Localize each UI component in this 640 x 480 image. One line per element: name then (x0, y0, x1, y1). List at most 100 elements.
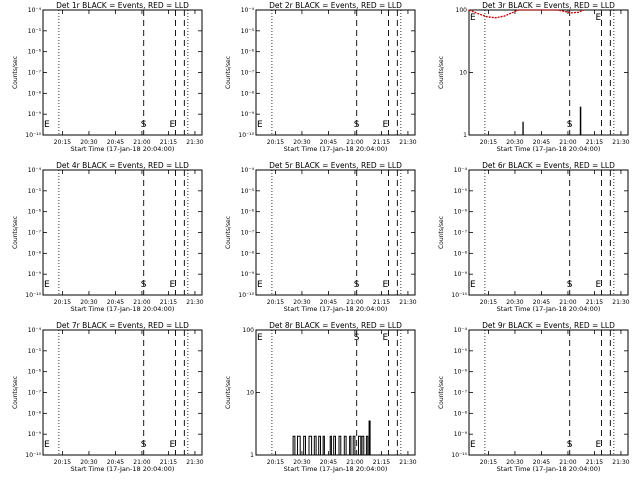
x-tick-label: 21:00 (346, 299, 363, 306)
x-tick-label: 21:00 (133, 459, 150, 466)
y-tick-label: 1 (463, 132, 467, 139)
x-tick-label: 20:15 (480, 459, 497, 466)
y-tick-label: 10⁻¹⁰ (451, 292, 467, 299)
plot-frame (42, 329, 203, 456)
plot-frame (255, 9, 416, 136)
series-line-events (522, 106, 582, 136)
marker-s: S (354, 333, 360, 343)
marker-s: S (567, 280, 573, 290)
marker-e-end: E (170, 440, 176, 450)
x-axis-label: Start Time (17-Jan-18 20:04:00) (497, 305, 601, 313)
x-tick-label: 21:15 (160, 299, 177, 306)
y-axis-label: Counts/sec (225, 56, 232, 89)
marker-s: S (354, 120, 360, 130)
panel-title: Det 5r BLACK = Events, RED = LLD (269, 161, 402, 170)
x-tick-label: 20:15 (267, 459, 284, 466)
plot-frame (42, 169, 203, 296)
y-tick-label: 10⁻⁵ (28, 348, 42, 355)
y-tick-label: 10⁻⁹ (241, 271, 255, 278)
y-tick-label: 10⁻⁷ (28, 390, 42, 397)
x-tick-label: 21:15 (160, 139, 177, 146)
x-tick-label: 20:30 (293, 299, 310, 306)
detector-panel-6: Det 6r BLACK = Events, RED = LLD 10⁻¹⁰ 10⁻… (438, 161, 630, 313)
y-tick-label: 10⁻⁹ (454, 271, 468, 278)
x-tick-label: 21:30 (612, 459, 629, 466)
y-axis-label: Counts/sec (12, 56, 19, 89)
x-tick-label: 20:15 (267, 139, 284, 146)
x-tick-label: 20:15 (54, 299, 71, 306)
y-axis-label: Counts/sec (438, 56, 445, 89)
x-tick-label: 20:15 (267, 299, 284, 306)
marker-e-end: E (170, 280, 176, 290)
y-tick-label: 10⁻⁵ (454, 188, 468, 195)
x-tick-label: 20:45 (320, 139, 337, 146)
x-tick-label: 20:30 (80, 139, 97, 146)
panel-title: Det 1r BLACK = Events, RED = LLD (56, 1, 189, 10)
x-tick-label: 20:45 (533, 459, 550, 466)
x-tick-label: 21:30 (186, 139, 203, 146)
y-tick-label: 10⁻⁹ (454, 431, 468, 438)
x-tick-label: 20:30 (80, 299, 97, 306)
y-tick-label: 10⁻⁵ (454, 348, 468, 355)
x-axis-label: Start Time (17-Jan-18 20:04:00) (284, 305, 388, 313)
x-axis-label: Start Time (17-Jan-18 20:04:00) (71, 305, 175, 313)
y-tick-label: 10⁻¹⁰ (451, 452, 467, 459)
x-tick-label: 20:45 (320, 459, 337, 466)
x-tick-label: 20:45 (107, 299, 124, 306)
x-tick-label: 21:00 (346, 139, 363, 146)
x-axis-label: Start Time (17-Jan-18 20:04:00) (284, 145, 388, 153)
y-tick-label: 10⁻⁶ (241, 49, 255, 56)
y-tick-label: 10⁻⁷ (241, 230, 255, 237)
x-tick-label: 21:30 (399, 299, 416, 306)
y-tick-label: 10⁻⁸ (454, 250, 468, 257)
y-axis-label: Counts/sec (438, 376, 445, 409)
x-tick-label: 20:30 (506, 459, 523, 466)
x-axis-label: Start Time (17-Jan-18 20:04:00) (71, 465, 175, 473)
x-tick-label: 21:15 (586, 139, 603, 146)
x-tick-label: 20:30 (293, 139, 310, 146)
x-tick-label: 20:15 (480, 299, 497, 306)
marker-e-start: E (44, 280, 50, 290)
x-tick-label: 21:00 (559, 459, 576, 466)
detector-panel-2: Det 2r BLACK = Events, RED = LLD 10⁻¹⁰ 10⁻… (225, 1, 417, 153)
y-tick-label: 10⁻¹⁰ (238, 292, 254, 299)
y-tick-label: 10⁻⁸ (28, 410, 42, 417)
y-tick-label: 10⁻⁹ (28, 271, 42, 278)
y-tick-label: 10⁻⁸ (241, 250, 255, 257)
panel-title: Det 7r BLACK = Events, RED = LLD (56, 321, 189, 330)
y-tick-label: 10⁻⁴ (454, 167, 468, 174)
x-axis-label: Start Time (17-Jan-18 20:04:00) (71, 145, 175, 153)
y-tick-label: 10⁻⁶ (454, 369, 468, 376)
y-tick-label: 10⁻⁶ (28, 49, 42, 56)
x-axis-label: Start Time (17-Jan-18 20:04:00) (497, 145, 601, 153)
series-line-lld (468, 9, 585, 19)
y-tick-label: 10⁻⁷ (28, 230, 42, 237)
x-tick-label: 21:15 (160, 459, 177, 466)
y-tick-label: 10⁻⁶ (241, 209, 255, 216)
detector-panel-7: Det 7r BLACK = Events, RED = LLD 10⁻¹⁰ 10⁻… (12, 321, 204, 473)
y-tick-label: 10⁻⁹ (28, 111, 42, 118)
y-tick-label: 10⁻⁸ (454, 410, 468, 417)
detector-panel-1: Det 1r BLACK = Events, RED = LLD 10⁻¹⁰ 10⁻… (12, 1, 204, 153)
x-tick-label: 21:00 (133, 139, 150, 146)
y-tick-label: 10⁻⁷ (454, 230, 468, 237)
marker-e-end: E (383, 280, 389, 290)
y-axis-label: Counts/sec (438, 216, 445, 249)
y-tick-label: 1 (250, 452, 254, 459)
panel-title: Det 2r BLACK = Events, RED = LLD (269, 1, 402, 10)
detector-panel-4: Det 4r BLACK = Events, RED = LLD 10⁻¹⁰ 10⁻… (12, 161, 204, 313)
plot-frame (255, 169, 416, 296)
plot-frame (468, 329, 629, 456)
x-axis-label: Start Time (17-Jan-18 20:04:00) (284, 465, 388, 473)
marker-e-start: E (44, 440, 50, 450)
x-axis-label: Start Time (17-Jan-18 20:04:00) (497, 465, 601, 473)
marker-e-end: E (383, 333, 389, 343)
y-tick-label: 10⁻⁴ (241, 7, 255, 14)
panel-title: Det 8r BLACK = Events, RED = LLD (269, 321, 402, 330)
marker-e-start: E (470, 13, 476, 23)
y-tick-label: 10 (459, 70, 467, 77)
x-tick-label: 21:30 (399, 459, 416, 466)
y-tick-label: 10⁻⁷ (241, 70, 255, 77)
x-tick-label: 20:15 (54, 459, 71, 466)
y-tick-label: 10⁻⁶ (28, 369, 42, 376)
